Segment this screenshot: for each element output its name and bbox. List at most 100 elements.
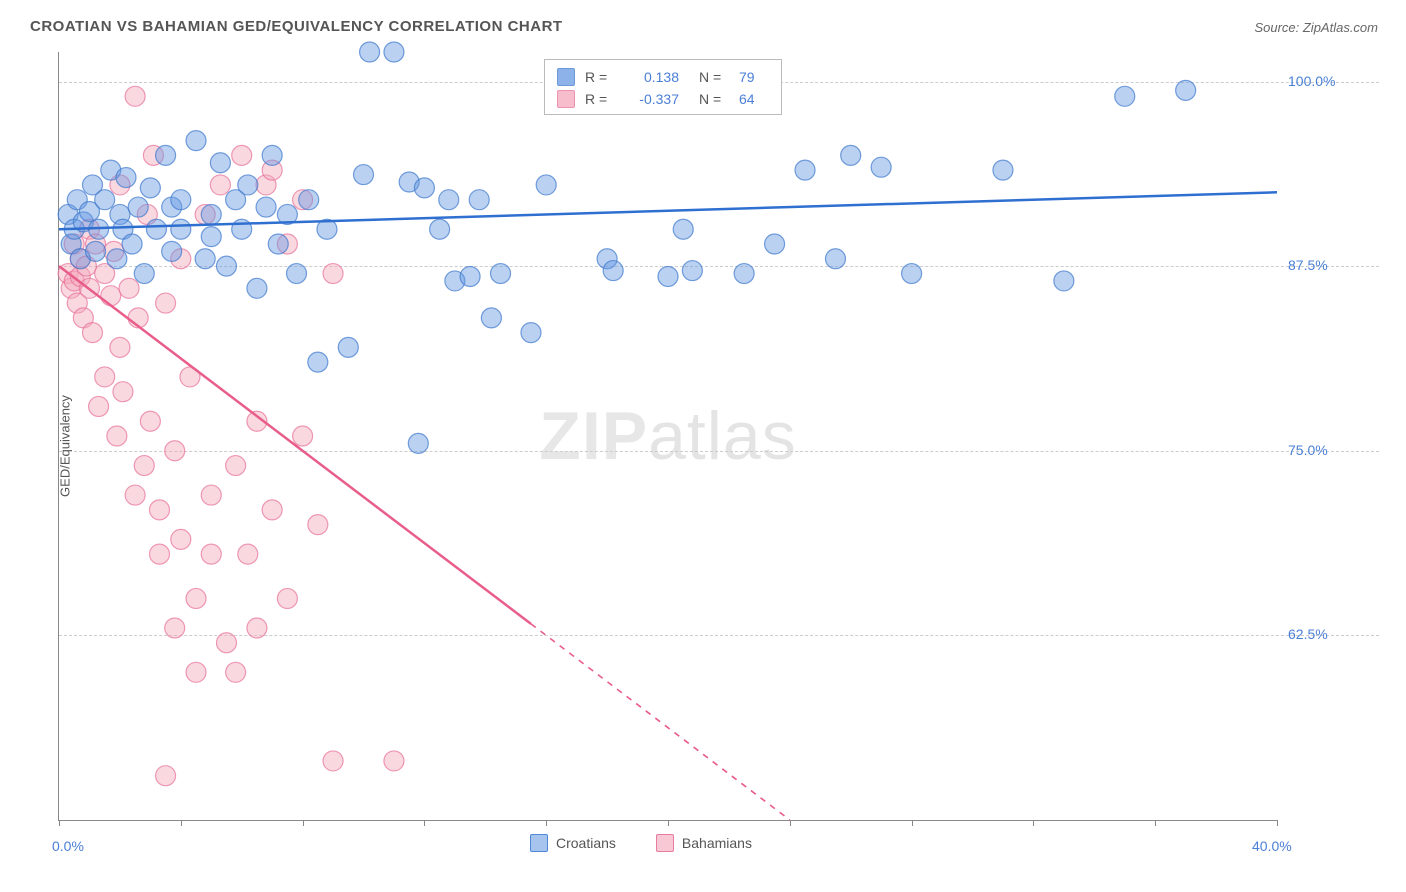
correlation-legend: R = 0.138 N = 79 R = -0.337 N = 64 <box>544 59 782 115</box>
scatter-point <box>216 633 236 653</box>
scatter-point <box>521 323 541 343</box>
scatter-point <box>140 178 160 198</box>
scatter-point <box>128 197 148 217</box>
legend-row-bahamians: R = -0.337 N = 64 <box>557 88 769 110</box>
scatter-point <box>414 178 434 198</box>
scatter-point <box>287 264 307 284</box>
scatter-point <box>795 160 815 180</box>
chart-title: CROATIAN VS BAHAMIAN GED/EQUIVALENCY COR… <box>30 18 563 35</box>
scatter-point <box>119 278 139 298</box>
y-tick-label: 62.5% <box>1288 626 1328 642</box>
scatter-point <box>408 433 428 453</box>
scatter-point <box>134 456 154 476</box>
y-tick-label: 87.5% <box>1288 257 1328 273</box>
scatter-point <box>210 175 230 195</box>
scatter-point <box>82 323 102 343</box>
x-tick <box>1033 820 1034 826</box>
x-tick <box>546 820 547 826</box>
scatter-point <box>171 529 191 549</box>
scatter-point <box>146 219 166 239</box>
scatter-point <box>238 544 258 564</box>
scatter-point <box>1176 80 1196 100</box>
scatter-point <box>201 227 221 247</box>
scatter-point <box>140 411 160 431</box>
scatter-point <box>201 485 221 505</box>
scatter-point <box>430 219 450 239</box>
scatter-point <box>902 264 922 284</box>
scatter-point <box>354 165 374 185</box>
r-label: R = <box>585 69 615 85</box>
x-tick <box>912 820 913 826</box>
scatter-point <box>256 197 276 217</box>
scatter-point <box>1115 86 1135 106</box>
x-tick <box>1155 820 1156 826</box>
scatter-point <box>165 441 185 461</box>
series-legend: Croatians Bahamians <box>530 834 752 852</box>
scatter-point <box>95 367 115 387</box>
scatter-point <box>293 426 313 446</box>
scatter-point <box>156 766 176 786</box>
source-credit: Source: ZipAtlas.com <box>1254 20 1378 35</box>
scatter-point <box>210 153 230 173</box>
n-value: 64 <box>739 91 769 107</box>
scatter-point <box>262 145 282 165</box>
scatter-point <box>86 241 106 261</box>
scatter-point <box>186 662 206 682</box>
scatter-point <box>682 261 702 281</box>
scatter-point <box>195 249 215 269</box>
scatter-point <box>658 266 678 286</box>
x-tick <box>59 820 60 826</box>
scatter-point <box>171 190 191 210</box>
scatter-point <box>469 190 489 210</box>
scatter-point <box>101 286 121 306</box>
scatter-point <box>216 256 236 276</box>
legend-item-croatians: Croatians <box>530 834 616 852</box>
scatter-point <box>384 751 404 771</box>
scatter-point <box>89 396 109 416</box>
scatter-point <box>825 249 845 269</box>
n-value: 79 <box>739 69 769 85</box>
scatter-point <box>149 500 169 520</box>
legend-label: Croatians <box>556 835 616 851</box>
scatter-point <box>993 160 1013 180</box>
x-tick <box>790 820 791 826</box>
scatter-point <box>323 751 343 771</box>
scatter-point <box>308 515 328 535</box>
scatter-point <box>673 219 693 239</box>
scatter-point <box>125 485 145 505</box>
swatch-bahamians <box>656 834 674 852</box>
trend-line <box>59 266 531 624</box>
scatter-point <box>116 168 136 188</box>
x-tick <box>1277 820 1278 826</box>
scatter-point <box>841 145 861 165</box>
legend-label: Bahamians <box>682 835 752 851</box>
scatter-point <box>113 382 133 402</box>
scatter-point <box>439 190 459 210</box>
x-tick <box>668 820 669 826</box>
r-label: R = <box>585 91 615 107</box>
scatter-point <box>171 219 191 239</box>
scatter-point <box>277 588 297 608</box>
legend-row-croatians: R = 0.138 N = 79 <box>557 66 769 88</box>
swatch-croatians <box>530 834 548 852</box>
y-tick-label: 75.0% <box>1288 442 1328 458</box>
scatter-point <box>186 588 206 608</box>
scatter-point <box>107 249 127 269</box>
scatter-point <box>299 190 319 210</box>
scatter-point <box>162 241 182 261</box>
scatter-point <box>226 662 246 682</box>
scatter-point <box>201 544 221 564</box>
scatter-point <box>156 145 176 165</box>
scatter-point <box>122 234 142 254</box>
legend-item-bahamians: Bahamians <box>656 834 752 852</box>
scatter-point <box>110 337 130 357</box>
scatter-point <box>308 352 328 372</box>
scatter-point <box>201 204 221 224</box>
r-value: -0.337 <box>625 91 679 107</box>
r-value: 0.138 <box>625 69 679 85</box>
scatter-point <box>232 145 252 165</box>
scatter-point <box>384 42 404 62</box>
scatter-point <box>734 264 754 284</box>
x-tick <box>181 820 182 826</box>
scatter-point <box>156 293 176 313</box>
